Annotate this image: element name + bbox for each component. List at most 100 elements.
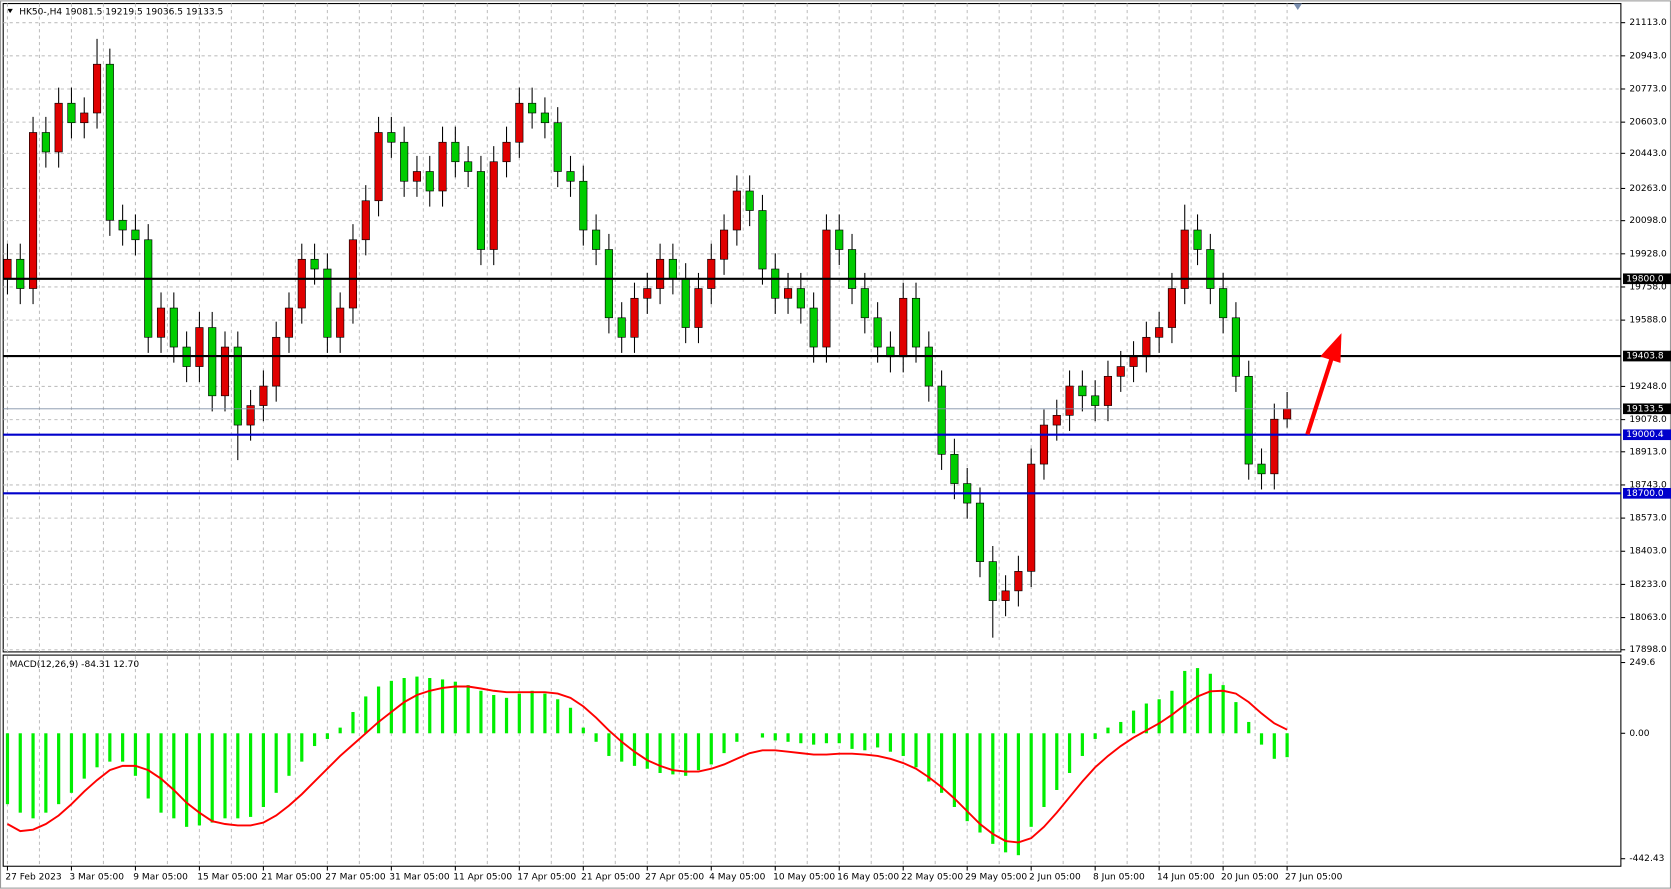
candle-body <box>707 258 716 289</box>
candle-body <box>1103 375 1113 406</box>
candle-body <box>720 229 729 260</box>
candle-body <box>476 171 485 250</box>
y-tick-label: 249.6 <box>1629 658 1655 668</box>
x-tick-label: 29 May 05:00 <box>965 872 1027 882</box>
macd-bar <box>1055 733 1059 790</box>
y-tick-label: 20263.0 <box>1629 184 1667 194</box>
macd-bar <box>1080 733 1084 756</box>
candle-body <box>425 171 434 192</box>
level-label-box <box>1623 273 1671 285</box>
macd-bar <box>44 733 48 813</box>
candle-body <box>1129 356 1138 367</box>
marks: 19800.0 19403.8 19000.4 18700.0 19133.5 <box>3 38 1671 856</box>
macd-bar <box>1183 670 1187 734</box>
macd-bar <box>927 733 931 782</box>
candle-body <box>694 288 703 328</box>
macd-bar <box>312 733 317 747</box>
macd-bar <box>1067 733 1072 773</box>
x-tick-label: 2 Jun 05:00 <box>1029 872 1081 882</box>
macd-bar <box>940 733 944 793</box>
level-label: 19000.4 <box>1626 430 1664 440</box>
macd-bar <box>338 727 342 734</box>
candle-body <box>310 258 319 270</box>
y-tick-label: 20773.0 <box>1629 84 1667 94</box>
candle-body <box>195 327 204 367</box>
macd-bar <box>1234 702 1238 734</box>
candle-body <box>553 122 562 172</box>
macd-bar <box>1119 721 1123 734</box>
macd-bar <box>1195 668 1200 734</box>
macd-bar <box>466 685 470 734</box>
candle-body <box>592 229 601 250</box>
macd-bar <box>440 679 445 734</box>
candle-body <box>1091 395 1100 406</box>
candle-body <box>1078 385 1087 397</box>
candle-body <box>924 346 933 387</box>
macd-panel <box>2 654 1622 867</box>
current-price-label: 19133.5 <box>1626 404 1663 414</box>
macd-bar <box>287 733 291 776</box>
macd-bar <box>1247 721 1251 734</box>
candle-body <box>297 258 306 309</box>
candle-body <box>284 307 294 338</box>
candle-body <box>438 141 447 192</box>
x-tick-label: 22 May 05:00 <box>901 872 963 882</box>
candle-body <box>1027 463 1036 572</box>
y-tick-label: 18573.0 <box>1629 514 1667 524</box>
x-tick-label: 21 Mar 05:00 <box>261 872 322 882</box>
y-tick-label: 18233.0 <box>1629 580 1667 590</box>
macd-bar <box>1157 699 1161 734</box>
grid: 27 Feb 2023 3 Mar 05:00 9 Mar 05:00 15 Mar … <box>3 3 1667 882</box>
macd-bar <box>492 695 496 734</box>
macd-bar <box>991 733 995 844</box>
signal-line <box>6 685 1288 844</box>
candle-body <box>1231 317 1240 377</box>
macd-bar <box>82 733 86 779</box>
candle-body <box>1167 288 1176 328</box>
macd-bar <box>18 733 22 813</box>
candle-body <box>220 346 230 397</box>
candle-body <box>1155 327 1164 338</box>
macd-bar <box>786 733 790 742</box>
macd-bar <box>261 733 265 807</box>
candle-body <box>323 268 332 338</box>
macd-bar <box>223 733 227 819</box>
macd-bar <box>376 686 381 734</box>
macd-bar <box>1170 690 1174 734</box>
candle-body <box>16 258 25 289</box>
candle-body <box>579 180 588 231</box>
candle-body <box>67 102 76 124</box>
macd-bar <box>5 733 10 805</box>
x-tick-label: 15 Mar 05:00 <box>197 872 258 882</box>
candle-body <box>745 190 754 211</box>
candle-body <box>412 171 422 182</box>
arrow-shaft <box>1305 356 1334 436</box>
macd-bar <box>504 697 509 734</box>
y-tick-label: 19758.0 <box>1629 282 1667 292</box>
macd-bar <box>1285 733 1289 758</box>
macd-bar <box>658 733 662 773</box>
shift-marker <box>1293 3 1303 10</box>
y-tick-label: 19588.0 <box>1629 316 1667 326</box>
x-tick-label: 20 Jun 05:00 <box>1221 872 1279 882</box>
macd-bar <box>1042 733 1046 807</box>
candle-body <box>847 249 857 289</box>
x-tick-label: 17 Apr 05:00 <box>517 872 576 882</box>
macd-bar <box>888 733 893 752</box>
macd-bar <box>901 733 905 756</box>
x-tick-label: 14 Jun 05:00 <box>1157 872 1215 882</box>
level-label-box <box>1623 350 1671 362</box>
candle-body <box>92 63 102 114</box>
candle-body <box>822 229 831 348</box>
candle-body <box>361 200 370 241</box>
macd-bar <box>1272 733 1276 759</box>
candle-body <box>566 171 575 182</box>
candle-body <box>668 258 677 280</box>
price-panel <box>2 3 1622 653</box>
candle-body <box>681 278 690 328</box>
macd-bar <box>799 733 803 744</box>
macd-bar <box>773 733 777 741</box>
candle-body <box>783 288 793 299</box>
